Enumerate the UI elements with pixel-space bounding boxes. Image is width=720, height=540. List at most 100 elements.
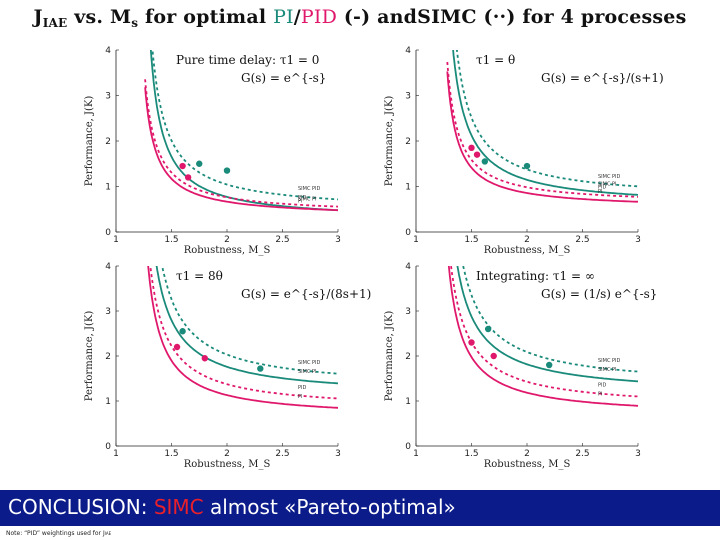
series-line-1	[161, 266, 338, 375]
data-point	[223, 167, 231, 174]
y-tick-label: 3	[105, 307, 111, 317]
data-point	[546, 361, 553, 369]
title-ms-sub: s	[131, 16, 139, 30]
panel-title: Integrating: τ1 = ∞	[476, 269, 595, 283]
conclusion-text: CONCLUSION: SIMC almost «Pareto-optimal»	[8, 495, 456, 519]
y-tick-label: 1	[405, 397, 411, 407]
data-point	[490, 352, 497, 360]
y-tick-label: 0	[105, 228, 111, 238]
data-point	[523, 162, 531, 170]
conclusion-highlight: SIMC	[153, 495, 204, 519]
conclusion-banner: CONCLUSION: SIMC almost «Pareto-optimal»	[0, 490, 720, 526]
curve-label: PID	[598, 185, 606, 191]
series-line-0	[149, 50, 338, 212]
data-point	[173, 343, 181, 351]
title-simc: SIMC (··) for 4 processes	[417, 6, 687, 28]
y-axis-label: Performance, J(K)	[84, 96, 95, 187]
data-point	[196, 160, 203, 167]
y-tick-label: 2	[105, 137, 111, 147]
footnote: Note: “PID” weightings used for JIAE	[6, 530, 111, 537]
data-point	[257, 365, 264, 372]
y-axis-label: Performance, J(K)	[384, 96, 395, 187]
data-point	[184, 174, 192, 181]
slide-title: JIAE vs. Ms for optimal PI/PID (-) andSI…	[0, 6, 720, 30]
panel-title: Pure time delay: τ1 = 0	[176, 53, 319, 67]
title-part3: (-) and	[337, 6, 418, 28]
x-tick-label: 1	[413, 235, 419, 245]
series-line-0	[155, 266, 338, 385]
panel-formula: G(s) = (1/s) e^{-s}	[541, 287, 657, 301]
title-j-sub: IAE	[42, 16, 68, 30]
title-slash: /	[293, 6, 301, 28]
series-line-3	[450, 266, 638, 398]
x-tick-label: 1	[413, 449, 419, 459]
conclusion-rest: almost «Pareto-optimal»	[203, 495, 456, 519]
data-point	[201, 355, 208, 362]
curve-label: SIMC PID	[598, 174, 621, 180]
x-tick-label: 3	[635, 235, 641, 245]
curve-label: PI	[298, 198, 303, 204]
conclusion-lead: CONCLUSION:	[8, 495, 154, 519]
curve-label: PID	[298, 385, 306, 391]
x-tick-label: 2	[224, 235, 230, 245]
x-tick-label: 2.5	[575, 235, 589, 245]
y-tick-label: 1	[105, 183, 111, 193]
x-tick-label: 3	[335, 449, 341, 459]
x-tick-label: 2	[224, 449, 230, 459]
panel-formula: G(s) = e^{-s}/(s+1)	[541, 71, 664, 85]
data-point	[473, 151, 481, 158]
x-tick-label: 1.5	[164, 449, 178, 459]
y-tick-label: 0	[105, 442, 111, 452]
y-tick-label: 4	[105, 262, 111, 272]
curve-label: PID	[598, 383, 606, 389]
curve-label: PI	[598, 392, 603, 398]
series-line-0	[456, 266, 638, 383]
x-tick-label: 2	[524, 449, 530, 459]
y-tick-label: 0	[405, 442, 411, 452]
y-tick-label: 4	[105, 46, 111, 56]
y-tick-label: 4	[405, 46, 411, 56]
series-line-2	[447, 266, 638, 407]
y-tick-label: 0	[405, 228, 411, 238]
x-axis-label: Robustness, M_S	[484, 245, 571, 256]
series-line-3	[144, 79, 338, 208]
curve-label: SIMC PI	[598, 367, 617, 373]
curve-label: PI	[598, 189, 603, 195]
y-axis-label: Performance, J(K)	[84, 311, 95, 402]
x-tick-label: 3	[635, 449, 641, 459]
curve-label: PID	[298, 195, 306, 201]
y-tick-label: 1	[105, 397, 111, 407]
data-point	[468, 339, 475, 346]
x-tick-label: 1	[113, 449, 119, 459]
data-point	[179, 328, 186, 335]
series-line-3	[446, 61, 638, 198]
series-line-1	[151, 50, 338, 201]
y-tick-label: 3	[105, 92, 111, 102]
panel-title: τ1 = θ	[476, 53, 515, 67]
y-tick-label: 2	[105, 352, 111, 362]
series-line-2	[147, 266, 338, 409]
curve-label: SIMC PI	[298, 197, 317, 203]
title-pid: PID	[300, 6, 338, 28]
y-tick-label: 1	[405, 183, 411, 193]
footnote-sub: IAE	[104, 531, 112, 536]
y-tick-label: 2	[405, 137, 411, 147]
series-line-2	[144, 87, 338, 212]
title-pi: PI	[273, 6, 294, 28]
x-tick-label: 1.5	[164, 235, 178, 245]
x-tick-label: 2.5	[275, 235, 289, 245]
title-part2: for optimal	[138, 6, 274, 28]
x-tick-label: 2.5	[575, 449, 589, 459]
title-part1: vs. M	[67, 6, 132, 28]
y-tick-label: 3	[405, 92, 411, 102]
x-axis-label: Robustness, M_S	[484, 459, 571, 470]
panel-formula: G(s) = e^{-s}	[241, 71, 326, 85]
x-tick-label: 1.5	[464, 449, 478, 459]
x-tick-label: 1	[113, 235, 119, 245]
data-point	[468, 144, 475, 152]
series-line-0	[452, 50, 638, 196]
y-tick-label: 4	[405, 262, 411, 272]
y-tick-label: 3	[405, 307, 411, 317]
